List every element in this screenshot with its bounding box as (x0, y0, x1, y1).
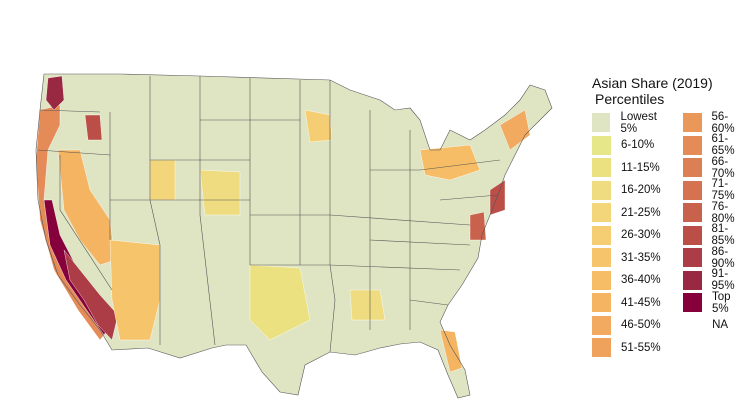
state-border (59, 155, 113, 291)
legend-label: Lowest 5% (620, 110, 657, 135)
legend-item: 36-40% (592, 270, 675, 290)
state-border (300, 264, 336, 353)
southern-california (63, 249, 119, 341)
legend-title: Asian Share (2019) Percentiles (592, 75, 750, 107)
legend-swatch (683, 315, 703, 335)
legend-label: 11-15% (621, 161, 660, 174)
legend-swatch (592, 293, 611, 312)
arizona (109, 239, 161, 341)
legend-swatch (592, 135, 611, 155)
dc-virginia (469, 211, 487, 241)
legend-swatch (592, 180, 611, 200)
legend-label: 91-95% (711, 268, 735, 292)
state-border (199, 76, 216, 346)
state-border (35, 73, 553, 399)
legend-item: 86-90% (683, 245, 750, 270)
legend-item: 61-65% (683, 133, 750, 157)
legend-item: 26-30% (592, 225, 675, 245)
alabama (349, 289, 386, 321)
legend-item: 76-80% (683, 200, 750, 225)
legend-swatch (592, 203, 611, 222)
texas-central (249, 264, 311, 341)
legend-swatch (683, 248, 702, 267)
legend-label: 51-55% (621, 341, 661, 354)
legend-item: 6-10% (592, 135, 675, 155)
legend-swatch (683, 225, 702, 245)
legend-label: NA (712, 319, 729, 331)
legend-item: NA (683, 315, 750, 335)
legend-item: 91-95% (683, 268, 750, 292)
us-county-map (35, 73, 553, 399)
state-border (419, 159, 501, 171)
legend-label: 46-50% (621, 319, 661, 331)
legend-swatch (592, 248, 611, 267)
legend-label: Top 5% (711, 290, 731, 315)
minnesota (304, 109, 333, 143)
legend-item: 11-15% (592, 158, 675, 177)
state-border (439, 194, 499, 201)
legend-swatch (592, 113, 611, 132)
legend-label: 16-20% (621, 184, 661, 196)
state-border (369, 239, 471, 246)
legend-label: 41-45% (621, 296, 661, 309)
legend-swatch (592, 315, 611, 335)
legend-item: Lowest 5% (592, 110, 675, 135)
legend-item: 81-85% (683, 223, 750, 247)
state-border (329, 214, 471, 226)
legend-swatch (592, 225, 611, 245)
legend-label: 26-30% (621, 229, 661, 241)
state-border (39, 109, 101, 113)
legend-swatch (683, 158, 702, 177)
legend-swatch (592, 270, 611, 290)
legend-label: 71-75% (711, 178, 735, 202)
legend-label: 81-85% (711, 223, 735, 247)
legend-item: 56-60% (683, 110, 750, 135)
legend-label: 66-70% (711, 155, 735, 180)
legend-label: 86-90% (711, 245, 735, 270)
legend-item: Top 5% (683, 290, 750, 315)
legend-item: 16-20% (592, 180, 675, 200)
legend-label: 31-35% (621, 251, 661, 264)
florida (439, 329, 463, 373)
legend-item: 66-70% (683, 155, 750, 180)
utah (149, 159, 176, 201)
legend-label: 21-25% (621, 206, 661, 219)
ohio-pa (419, 144, 481, 181)
legend-item: 51-55% (592, 338, 675, 357)
legend-swatch (683, 113, 702, 132)
legend-title-line1: Asian Share (2019) (592, 75, 713, 91)
legend-label: 56-60% (711, 110, 735, 135)
legend-label: 36-40% (621, 274, 661, 286)
idaho-cluster (84, 114, 103, 141)
state-border (409, 299, 449, 306)
colorado (199, 169, 241, 216)
legend-swatch (683, 270, 702, 290)
legend-label: 76-80% (711, 200, 735, 225)
legend-item: 41-45% (592, 293, 675, 312)
legend-item: 21-25% (592, 203, 675, 222)
legend-swatch (683, 203, 702, 222)
legend-swatch (592, 158, 611, 177)
legend-label: 61-65% (711, 133, 735, 157)
state-border (149, 76, 161, 345)
legend-swatch (592, 338, 611, 357)
legend: Asian Share (2019) Percentiles Lowest 5%… (592, 75, 750, 357)
legend-item: 31-35% (592, 248, 675, 267)
legend-label: 6-10% (621, 139, 655, 151)
legend-title-line2: Percentiles (595, 91, 665, 107)
legend-swatch (683, 293, 702, 312)
state-border (329, 264, 461, 271)
legend-item: 71-75% (683, 178, 750, 202)
legend-swatch (683, 180, 702, 200)
legend-swatch (683, 135, 702, 155)
legend-item: 46-50% (592, 315, 675, 335)
puget-sound (45, 75, 65, 111)
